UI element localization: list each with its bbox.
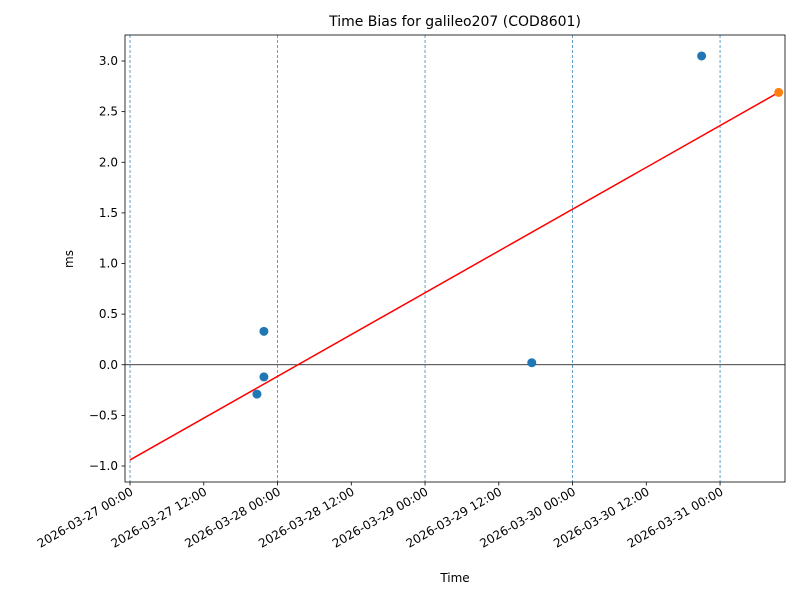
point <box>252 389 262 399</box>
y-tick-label: 1.5 <box>99 206 118 220</box>
y-tick-label: 3.0 <box>99 54 118 68</box>
y-tick-label: −0.5 <box>89 408 118 422</box>
fit-line <box>129 91 780 461</box>
point <box>697 51 707 61</box>
point <box>774 87 784 97</box>
x-axis-label: Time <box>439 571 469 585</box>
y-tick-label: 0.0 <box>99 358 118 372</box>
point <box>259 372 269 382</box>
y-tick-label: 1.0 <box>99 257 118 271</box>
point <box>259 326 269 336</box>
y-tick-label: −1.0 <box>89 459 118 473</box>
y-axis-label: ms <box>62 250 76 268</box>
chart-title: Time Bias for galileo207 (COD8601) <box>328 14 581 30</box>
y-tick-label: 2.5 <box>99 105 118 119</box>
plot-frame <box>124 34 786 483</box>
point <box>527 358 537 368</box>
y-tick-label: 2.0 <box>99 155 118 169</box>
y-tick-label: 0.5 <box>99 307 118 321</box>
